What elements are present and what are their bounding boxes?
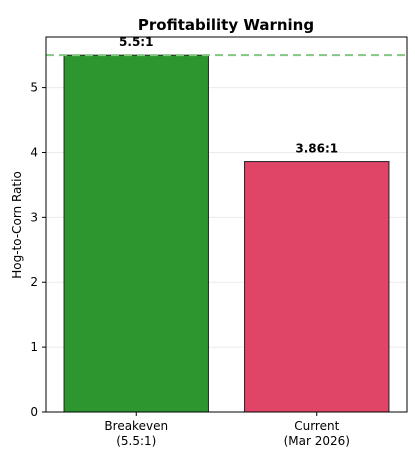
plot-frame <box>45 36 408 413</box>
y-tick-label: 1 <box>30 340 38 354</box>
y-axis-label: Hog-to-Corn Ratio <box>10 171 24 279</box>
bar-1 <box>244 161 390 413</box>
x-tick-label: Current (Mar 2026) <box>284 419 350 448</box>
y-tick-label: 2 <box>30 275 38 289</box>
data-labels: 5.5:1 3.86:1 <box>119 35 338 155</box>
y-tick-label: 4 <box>30 145 38 159</box>
x-tick-label: Breakeven (5.5:1) <box>104 419 168 448</box>
y-axis: 0 1 2 3 4 5 <box>30 81 46 419</box>
x-axis: Breakeven (5.5:1) Current (Mar 2026) <box>104 412 350 448</box>
bars <box>63 54 390 413</box>
chart-title: Profitability Warning <box>138 16 314 34</box>
bar-0 <box>63 54 209 413</box>
y-tick-label: 5 <box>30 81 38 95</box>
y-tick-label: 0 <box>30 405 38 419</box>
data-label-0: 5.5:1 <box>119 35 153 49</box>
data-label-1: 3.86:1 <box>295 142 338 156</box>
y-tick-label: 3 <box>30 210 38 224</box>
